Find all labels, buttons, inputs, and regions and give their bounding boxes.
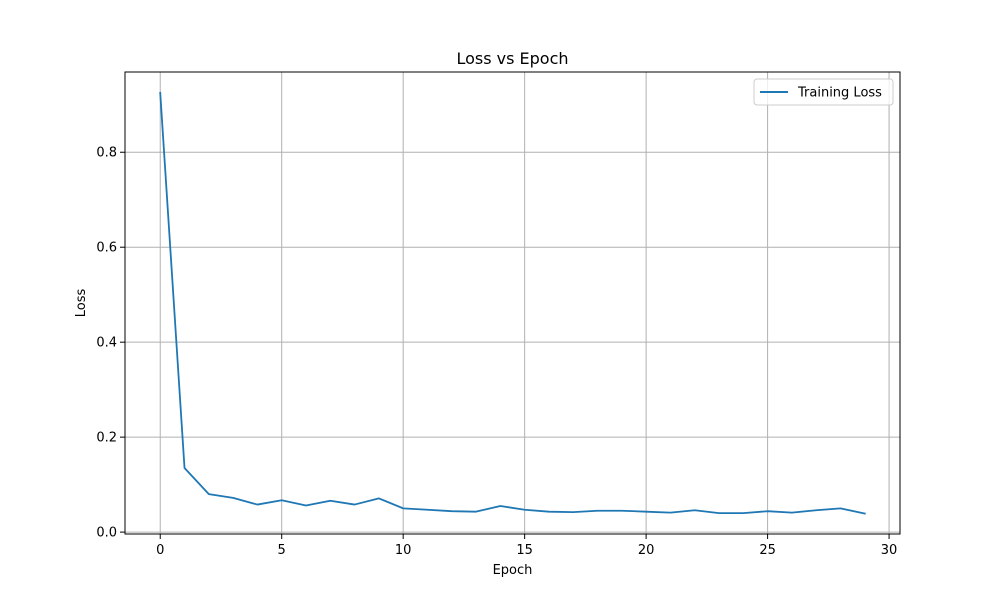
y-tick-label: 0.8 xyxy=(96,146,117,161)
y-tick-label: 0.6 xyxy=(96,241,117,256)
x-tick-label: 10 xyxy=(395,543,412,558)
y-tick-label: 0.4 xyxy=(96,336,117,351)
y-axis-label: Loss xyxy=(74,289,89,318)
legend-label-training-loss: Training Loss xyxy=(797,86,882,101)
x-tick-label: 20 xyxy=(638,543,655,558)
plot-frame xyxy=(124,71,901,535)
x-tick-label: 0 xyxy=(156,543,164,558)
y-tick-label: 0.0 xyxy=(96,526,117,541)
line-layer xyxy=(159,91,866,515)
tick-layer: 0 5 10 15 20 25 30 0.0 0.2 0.4 0.6 0.8 xyxy=(96,146,897,558)
x-tick-label: 30 xyxy=(881,543,898,558)
x-axis-label: Epoch xyxy=(493,563,533,578)
grid-layer xyxy=(125,72,900,534)
y-tick-label: 0.2 xyxy=(96,431,117,446)
legend: Training Loss xyxy=(753,78,894,106)
x-tick-label: 25 xyxy=(759,543,776,558)
chart-title: Loss vs Epoch xyxy=(456,49,568,68)
series-line-training-loss xyxy=(159,91,866,515)
x-tick-label: 5 xyxy=(278,543,286,558)
x-tick-label: 15 xyxy=(516,543,533,558)
legend-box xyxy=(753,78,894,106)
